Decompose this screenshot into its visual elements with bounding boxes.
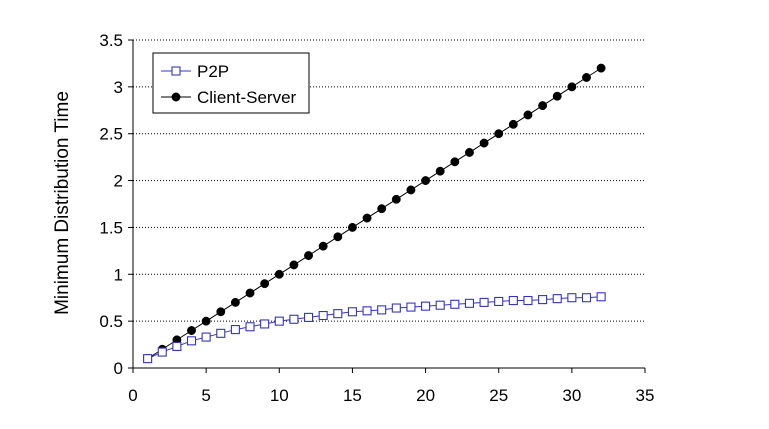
y-tick-label: 2.5 [99, 125, 123, 144]
y-tick-label: 0.5 [99, 312, 123, 331]
data-point [260, 279, 270, 289]
data-point [450, 299, 460, 309]
legend-box [152, 52, 310, 114]
data-point [596, 292, 606, 302]
data-point [421, 176, 431, 186]
series-layer [143, 63, 606, 364]
x-tick-label: 20 [416, 386, 435, 405]
data-point [465, 148, 474, 157]
legend-entry: Client-Server [161, 88, 297, 107]
data-point [216, 307, 226, 317]
data-point [435, 166, 445, 176]
x-tick-label: 0 [128, 386, 137, 405]
axes [128, 39, 646, 373]
legend-entry: P2P [161, 62, 229, 81]
y-tick-label: 1.5 [99, 218, 123, 237]
y-tick-label: 1 [114, 265, 123, 284]
data-point [435, 300, 445, 310]
x-tick-label: 10 [270, 386, 289, 405]
legend-marker [171, 66, 181, 76]
data-point [201, 316, 211, 326]
y-tick-label: 3 [114, 78, 123, 97]
data-point [186, 336, 197, 346]
data-point [274, 269, 284, 279]
data-point [157, 347, 167, 357]
x-tick-label: 5 [201, 386, 210, 405]
data-point [377, 204, 387, 214]
data-point [347, 307, 357, 317]
x-tick-label: 35 [636, 386, 655, 405]
series-line [147, 296, 602, 360]
data-point [508, 295, 518, 306]
data-point [494, 296, 504, 307]
data-point [581, 293, 592, 303]
legend-label: P2P [197, 62, 229, 81]
data-point [143, 354, 153, 364]
x-tick-label: 15 [343, 386, 362, 405]
x-tick-label: 30 [562, 386, 581, 405]
data-point [274, 316, 284, 326]
data-point [318, 310, 328, 321]
data-point [172, 341, 182, 351]
data-point [391, 303, 401, 313]
data-point [362, 213, 372, 223]
data-point [391, 194, 401, 204]
data-point [582, 73, 591, 82]
data-point [187, 326, 196, 335]
data-point [216, 328, 226, 338]
data-point [508, 119, 518, 129]
data-point [230, 297, 240, 307]
data-point [523, 110, 533, 120]
data-point [567, 293, 577, 303]
grid-lines [133, 39, 645, 322]
data-point [289, 260, 299, 270]
data-point [289, 314, 299, 324]
data-point [596, 63, 606, 73]
data-point [552, 91, 562, 101]
data-point [552, 294, 562, 304]
x-tick-label: 25 [489, 386, 508, 405]
y-tick-label: 3.5 [99, 31, 123, 50]
data-point [245, 288, 255, 298]
legend-marker [171, 92, 181, 102]
data-point [362, 306, 372, 316]
data-point [201, 332, 211, 342]
data-point [567, 82, 577, 92]
y-tick-label: 0 [114, 359, 123, 378]
data-point [260, 319, 270, 329]
y-tick-labels: 0 0.5 1 1.5 2 2.5 3 3.5 [99, 31, 123, 378]
data-point [479, 297, 489, 307]
data-point [304, 251, 313, 260]
data-point [479, 138, 489, 148]
data-point [377, 305, 387, 315]
data-point [494, 129, 504, 139]
data-point [421, 301, 431, 311]
data-point [347, 222, 357, 232]
data-point [333, 309, 343, 319]
data-point [245, 322, 255, 332]
data-point [318, 241, 328, 251]
data-point [333, 232, 343, 242]
series-p2p [143, 292, 606, 364]
y-axis-label: Minimum Distribution Time [52, 91, 73, 315]
y-tick-label: 2 [114, 172, 123, 191]
legend: P2P Client-Server [152, 52, 310, 114]
data-point [230, 325, 240, 335]
data-point [450, 157, 460, 167]
data-point [538, 295, 548, 305]
data-point [303, 312, 314, 322]
data-point [406, 185, 416, 195]
data-point [523, 295, 533, 306]
legend-label: Client-Server [197, 88, 297, 107]
x-tick-labels: 0 5 10 15 20 25 30 35 [128, 386, 654, 405]
data-point [406, 302, 416, 312]
data-point [538, 101, 548, 111]
data-point [464, 298, 475, 308]
